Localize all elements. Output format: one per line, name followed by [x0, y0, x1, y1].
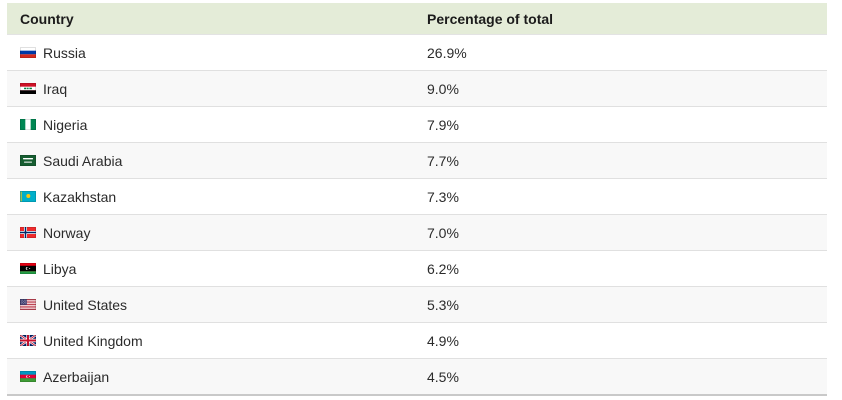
united-kingdom-flag-icon: [20, 335, 36, 346]
country-label: Libya: [43, 260, 77, 277]
table-header-row: Country Percentage of total: [7, 3, 827, 35]
percentage-value: 26.9%: [427, 44, 467, 61]
country-cell: United Kingdom: [7, 333, 427, 349]
nigeria-flag-icon: [20, 119, 36, 130]
country-cell: Norway: [7, 225, 427, 241]
country-label: Iraq: [43, 80, 68, 97]
percentage-value: 7.0%: [427, 224, 459, 241]
norway-flag-icon: [20, 227, 36, 238]
country-cell: Iraq: [7, 81, 427, 97]
table-row: Iraq 9.0%: [7, 71, 827, 107]
table-row: Nigeria 7.9%: [7, 107, 827, 143]
percentage-value: 9.0%: [427, 80, 459, 97]
column-header-country: Country: [20, 10, 74, 27]
table-row: Libya 6.2%: [7, 251, 827, 287]
country-cell: Libya: [7, 261, 427, 277]
iraq-flag-icon: [20, 83, 36, 94]
country-label: Kazakhstan: [43, 188, 117, 205]
kazakhstan-flag-icon: [20, 191, 36, 202]
libya-flag-icon: [20, 263, 36, 274]
country-label: Norway: [43, 224, 91, 241]
united-states-flag-icon: [20, 299, 36, 310]
country-label: Russia: [43, 44, 86, 61]
table-row: Kazakhstan 7.3%: [7, 179, 827, 215]
country-label: Saudi Arabia: [43, 152, 123, 169]
table-row: Saudi Arabia 7.7%: [7, 143, 827, 179]
azerbaijan-flag-icon: [20, 371, 36, 382]
percentage-value: 5.3%: [427, 296, 459, 313]
country-percentage-table: Country Percentage of total Russia 26.9%…: [7, 3, 827, 396]
table-row: United States 5.3%: [7, 287, 827, 323]
country-cell: Kazakhstan: [7, 189, 427, 205]
country-label: Azerbaijan: [43, 368, 110, 385]
country-cell: Nigeria: [7, 117, 427, 133]
country-cell: Russia: [7, 45, 427, 61]
table-row: Russia 26.9%: [7, 35, 827, 71]
country-cell: Azerbaijan: [7, 369, 427, 385]
percentage-value: 6.2%: [427, 260, 459, 277]
table-body: Russia 26.9% Iraq 9.0% Nigeria 7.9% Saud…: [7, 35, 827, 396]
country-cell: Saudi Arabia: [7, 153, 427, 169]
country-label: United States: [43, 296, 128, 313]
table-row: Azerbaijan 4.5%: [7, 359, 827, 396]
table-row: United Kingdom 4.9%: [7, 323, 827, 359]
russia-flag-icon: [20, 47, 36, 58]
country-label: Nigeria: [43, 116, 88, 133]
country-label: United Kingdom: [43, 332, 143, 349]
percentage-value: 7.3%: [427, 188, 459, 205]
country-cell: United States: [7, 297, 427, 313]
percentage-value: 7.9%: [427, 116, 459, 133]
column-header-percentage: Percentage of total: [427, 10, 554, 27]
percentage-value: 7.7%: [427, 152, 459, 169]
percentage-value: 4.9%: [427, 332, 459, 349]
saudi-arabia-flag-icon: [20, 155, 36, 166]
percentage-value: 4.5%: [427, 368, 459, 385]
table-row: Norway 7.0%: [7, 215, 827, 251]
